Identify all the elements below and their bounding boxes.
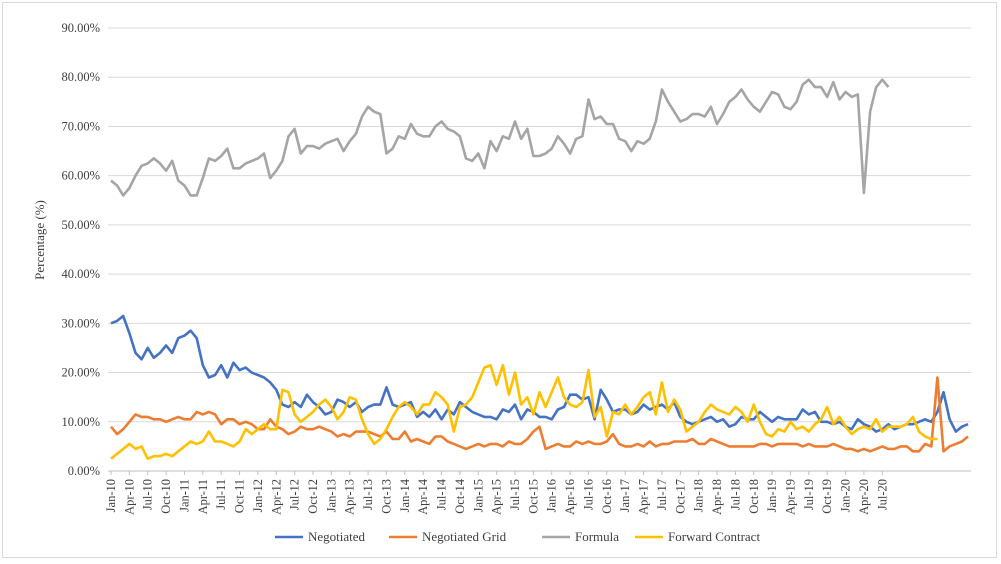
x-tick-label: Apr-14 bbox=[416, 478, 430, 515]
series-line-formula bbox=[110, 78, 890, 197]
x-tick-label: Oct-15 bbox=[526, 479, 540, 514]
x-tick-label: Apr-11 bbox=[196, 479, 210, 514]
x-tick-label: Oct-12 bbox=[306, 479, 320, 514]
y-tick-label: 50.00% bbox=[61, 218, 100, 232]
x-tick-label: Apr-16 bbox=[563, 479, 577, 515]
x-tick-label: Jul-11 bbox=[214, 479, 228, 510]
x-tick-label: Jul-14 bbox=[435, 478, 449, 510]
x-tick-label: Oct-16 bbox=[600, 479, 614, 514]
y-tick-label: 20.00% bbox=[61, 366, 100, 380]
x-tick-label: Oct-11 bbox=[233, 479, 247, 513]
x-tick-label: Jul-12 bbox=[288, 479, 302, 510]
x-tick-label: Jan-20 bbox=[839, 479, 853, 512]
x-tick-label: Apr-12 bbox=[269, 479, 283, 515]
x-tick-label: Jul-17 bbox=[655, 479, 669, 510]
x-tick-label: Oct-18 bbox=[747, 479, 761, 514]
x-tick-label: Jul-18 bbox=[728, 479, 742, 510]
x-tick-label: Apr-18 bbox=[710, 479, 724, 515]
x-tick-label: Apr-17 bbox=[637, 479, 651, 515]
x-tick-label: Jan-16 bbox=[545, 479, 559, 512]
legend-label: Negotiated Grid bbox=[422, 529, 507, 544]
x-tick-label: Jan-13 bbox=[324, 479, 338, 512]
x-tick-label: Apr-15 bbox=[490, 479, 504, 515]
x-tick-label: Jan-10 bbox=[104, 479, 118, 512]
x-tick-label: Oct-10 bbox=[159, 479, 173, 514]
series-line-negotiated-grid bbox=[109, 376, 969, 453]
legend-label: Forward Contract bbox=[668, 529, 760, 544]
legend: Negotiated Negotiated Grid Formula Forward … bbox=[275, 529, 760, 544]
x-tick-label: Oct-14 bbox=[453, 478, 467, 513]
x-tick-label: Jul-10 bbox=[141, 479, 155, 510]
x-tick-label: Apr-10 bbox=[122, 479, 136, 515]
y-tick-label: 0.00% bbox=[68, 464, 100, 478]
legend-label: Negotiated bbox=[308, 529, 366, 544]
y-tick-label: 10.00% bbox=[61, 415, 100, 429]
x-tick-label: Jan-11 bbox=[177, 479, 191, 512]
x-tick-label: Apr-20 bbox=[857, 479, 871, 515]
x-tick-label: Jul-13 bbox=[361, 479, 375, 510]
series-lines bbox=[109, 78, 969, 461]
x-tick-label: Jan-14 bbox=[398, 478, 412, 512]
y-tick-label: 70.00% bbox=[61, 119, 100, 133]
x-tick-label: Apr-13 bbox=[343, 479, 357, 515]
y-tick-labels: 0.00% 10.00% 20.00% 30.00% 40.00% 50.00% 60.00… bbox=[61, 21, 100, 478]
y-tick-label: 30.00% bbox=[61, 316, 100, 330]
line-chart: 0.00% 10.00% 20.00% 30.00% 40.00% 50.00% 60.00… bbox=[32, 21, 971, 544]
y-tick-label: 80.00% bbox=[61, 70, 100, 84]
x-tick-label: Jul-16 bbox=[581, 479, 595, 510]
x-tick-label: Apr-19 bbox=[783, 479, 797, 515]
x-tick-label: Jul-20 bbox=[875, 479, 889, 510]
legend-label: Formula bbox=[575, 529, 619, 544]
x-tick-label: Jan-19 bbox=[765, 479, 779, 512]
x-tick-label: Jan-18 bbox=[692, 479, 706, 512]
series-line-forward-contract bbox=[110, 363, 938, 461]
chart-frame: 0.00% 10.00% 20.00% 30.00% 40.00% 50.00% 60.00… bbox=[2, 2, 997, 558]
y-tick-label: 90.00% bbox=[61, 21, 100, 35]
x-tick-label: Oct-19 bbox=[820, 479, 834, 514]
y-tick-label: 40.00% bbox=[61, 267, 100, 281]
x-tick-label: Jan-17 bbox=[618, 479, 632, 512]
series-line-negotiated bbox=[110, 314, 969, 433]
x-tick-label: Jul-19 bbox=[802, 479, 816, 510]
gridlines bbox=[108, 27, 971, 472]
x-tick-label: Jul-15 bbox=[508, 479, 522, 510]
y-axis-label: Percentage (%) bbox=[32, 200, 47, 280]
y-tick-label: 60.00% bbox=[61, 169, 100, 183]
x-tick-label: Jan-15 bbox=[471, 479, 485, 512]
x-tick-label: Jan-12 bbox=[251, 479, 265, 512]
x-tick-labels: Jan-10 Apr-10 Jul-10 Oct-10 Jan-11 Apr-11 Jul-… bbox=[104, 471, 889, 515]
x-tick-label: Oct-13 bbox=[379, 479, 393, 514]
x-tick-label: Oct-17 bbox=[673, 479, 687, 514]
